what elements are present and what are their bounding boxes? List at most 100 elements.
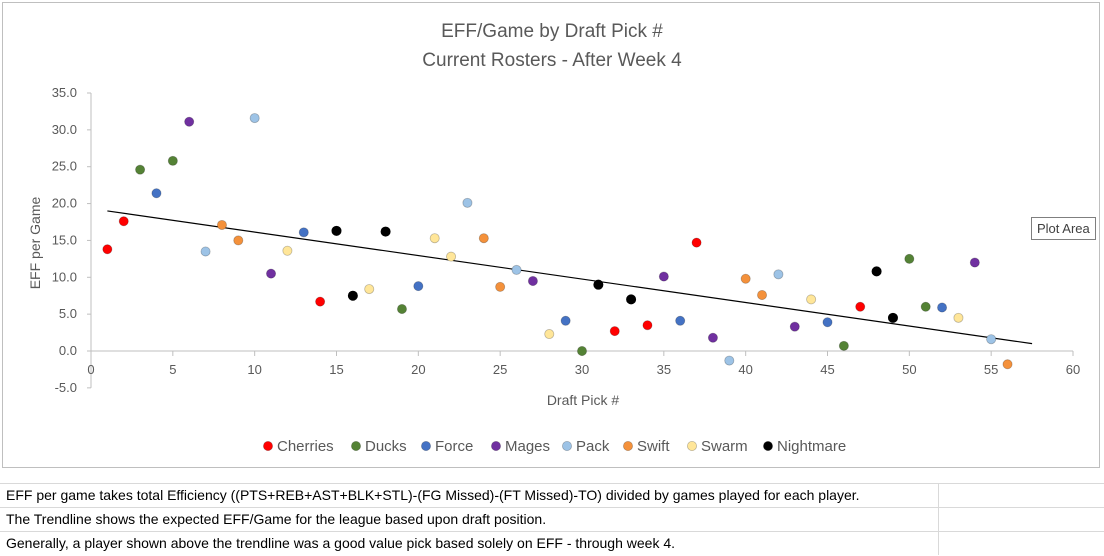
legend-marker-swarm	[687, 440, 698, 451]
data-point-mages	[789, 321, 800, 332]
x-tick-label: 15	[329, 362, 343, 377]
data-point-swarm	[953, 312, 964, 323]
x-tick-label: 5	[169, 362, 176, 377]
data-point-nightmare	[593, 279, 604, 290]
y-tick-label: 30.0	[52, 122, 77, 137]
data-point-cherries	[609, 326, 620, 337]
data-point-cherries	[102, 244, 113, 255]
x-tick-label: 25	[493, 362, 507, 377]
legend-marker-mages	[490, 440, 501, 451]
legend-marker-force	[420, 440, 431, 451]
data-point-cherries	[642, 320, 653, 331]
x-tick-label: 35	[657, 362, 671, 377]
data-point-ducks	[167, 155, 178, 166]
chart-title: EFF/Game by Draft Pick #	[441, 21, 663, 42]
data-point-nightmare	[871, 266, 882, 277]
legend-marker-ducks	[350, 440, 361, 451]
data-point-pack	[511, 264, 522, 275]
x-tick-label: 50	[902, 362, 916, 377]
data-point-cherries	[691, 237, 702, 248]
y-axis-title: EFF per Game	[27, 197, 43, 290]
data-point-ducks	[135, 164, 146, 175]
legend-label-swift: Swift	[637, 438, 670, 455]
x-tick-label: 55	[984, 362, 998, 377]
x-tick-label: 10	[247, 362, 261, 377]
data-point-mages	[658, 271, 669, 282]
x-tick-label: 20	[411, 362, 425, 377]
x-tick-label: 40	[738, 362, 752, 377]
data-point-pack	[773, 269, 784, 280]
data-point-pack	[724, 355, 735, 366]
data-point-swift	[757, 289, 768, 300]
note-row[interactable]: EFF per game takes total Efficiency ((PT…	[0, 483, 1104, 507]
x-tick-label: 45	[820, 362, 834, 377]
legend-marker-swift	[623, 440, 634, 451]
data-point-pack	[986, 334, 997, 345]
data-point-nightmare	[380, 226, 391, 237]
legend-label-nightmare: Nightmare	[777, 438, 846, 455]
data-point-swarm	[364, 284, 375, 295]
note-row[interactable]: Generally, a player shown above the tren…	[0, 531, 1104, 555]
data-point-cherries	[118, 216, 129, 227]
data-point-force	[675, 315, 686, 326]
data-point-swarm	[544, 329, 555, 340]
data-point-mages	[707, 332, 718, 343]
legend-label-force: Force	[435, 438, 473, 455]
data-point-ducks	[838, 340, 849, 351]
x-axis-title: Draft Pick #	[547, 392, 620, 408]
data-point-force	[560, 315, 571, 326]
scatter-chart: EFF/Game by Draft Pick # Current Rosters…	[27, 21, 1080, 455]
data-point-force	[151, 188, 162, 199]
data-point-nightmare	[626, 294, 637, 305]
x-tick-label: 0	[87, 362, 94, 377]
data-point-mages	[969, 257, 980, 268]
data-point-swift	[478, 233, 489, 244]
data-point-force	[413, 281, 424, 292]
data-point-swift	[740, 273, 751, 284]
y-tick-label: 5.0	[59, 306, 77, 321]
data-point-swarm	[446, 251, 457, 262]
legend-label-pack: Pack	[576, 438, 610, 455]
y-tick-label: 20.0	[52, 196, 77, 211]
legend-marker-nightmare	[763, 440, 774, 451]
chart-area[interactable]: EFF/Game by Draft Pick # Current Rosters…	[2, 2, 1100, 468]
data-point-swarm	[806, 294, 817, 305]
data-point-ducks	[904, 253, 915, 264]
y-tick-label: 25.0	[52, 159, 77, 174]
data-point-mages	[266, 268, 277, 279]
data-point-mages	[184, 116, 195, 127]
data-point-pack	[200, 246, 211, 257]
data-point-nightmare	[347, 290, 358, 301]
data-point-nightmare	[331, 225, 342, 236]
data-point-swift	[495, 281, 506, 292]
data-point-swarm	[282, 245, 293, 256]
data-point-force	[298, 227, 309, 238]
data-point-force	[822, 317, 833, 328]
x-tick-label: 60	[1066, 362, 1080, 377]
data-point-ducks	[396, 303, 407, 314]
y-tick-label: -5.0	[55, 380, 77, 395]
y-tick-label: 0.0	[59, 343, 77, 358]
data-point-cherries	[315, 296, 326, 307]
legend-label-swarm: Swarm	[701, 438, 748, 455]
data-point-nightmare	[887, 312, 898, 323]
data-point-force	[937, 302, 948, 313]
data-point-pack	[462, 197, 473, 208]
data-point-pack	[249, 113, 260, 124]
data-point-swift	[233, 235, 244, 246]
y-tick-label: 35.0	[52, 85, 77, 100]
legend-marker-cherries	[262, 440, 273, 451]
data-point-cherries	[855, 301, 866, 312]
notes-table: EFF per game takes total Efficiency ((PT…	[0, 483, 1104, 555]
data-point-swift	[216, 219, 227, 230]
legend-label-ducks: Ducks	[365, 438, 407, 455]
trendline	[107, 210, 1033, 345]
data-points	[102, 113, 1013, 370]
legend-label-mages: Mages	[505, 438, 550, 455]
legend: Cherries Ducks Force Mages Pack Swift Swarm Nig…	[262, 438, 846, 455]
data-point-ducks	[920, 301, 931, 312]
note-row[interactable]: The Trendline shows the expected EFF/Gam…	[0, 507, 1104, 531]
data-point-swarm	[429, 233, 440, 244]
y-tick-label: 10.0	[52, 269, 77, 284]
plot-area-tooltip: Plot Area	[1031, 217, 1096, 240]
